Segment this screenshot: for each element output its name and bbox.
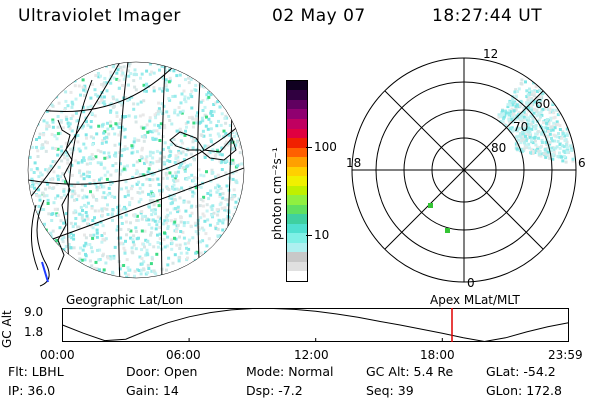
colorbar [286, 80, 308, 282]
image-panels [27, 57, 577, 287]
gain-value: 14 [162, 383, 179, 398]
mlt-12-label: 12 [483, 47, 499, 61]
dsp-field: Dsp: -7.2 [246, 383, 303, 398]
chart-ylabel: GC Alt [0, 310, 14, 348]
gc-alt-value: 5.4 Re [413, 364, 454, 379]
left-panel-label: Geographic Lat/Lon [66, 293, 184, 307]
door-value: Open [164, 364, 198, 379]
colorbar-label-10: 10 [314, 228, 330, 242]
mlat-70-label: 70 [513, 120, 529, 134]
colorbar-label-100: 100 [314, 140, 337, 154]
mode-field: Mode: Normal [246, 364, 334, 379]
colorbar-tick-10 [306, 235, 312, 236]
mode-value: Normal [288, 364, 334, 379]
chart-frame [62, 308, 569, 342]
altitude-chart [62, 308, 569, 343]
colorbar-tick-100 [306, 147, 312, 148]
geographic-grid [28, 62, 244, 278]
geographic-image [27, 61, 245, 287]
seq-value: 39 [397, 383, 414, 398]
door-field: Door: Open [126, 364, 198, 379]
mlt-18-label: 18 [346, 156, 362, 170]
gc-alt-series-line [62, 308, 569, 343]
glon-field: GLon: 172.8 [486, 383, 562, 398]
xtick-0600: 06:00 [166, 348, 201, 362]
xtick-0000: 00:00 [40, 348, 75, 362]
date-label: 02 May 07 [272, 6, 366, 26]
flt-value: LBHL [31, 364, 64, 379]
seq-field: Seq: 39 [366, 383, 414, 398]
ytick-9: 9.0 [24, 305, 44, 319]
xtick-2359: 23:59 [548, 348, 583, 362]
ytick-1-8: 1.8 [24, 325, 44, 339]
mlt-6-label: 6 [578, 156, 586, 170]
time-label: 18:27:44 UT [432, 6, 543, 26]
right-panel-label: Apex MLat/MLT [430, 293, 520, 307]
ip-field: IP: 36.0 [8, 383, 56, 398]
mlt-0-label: 0 [467, 276, 475, 290]
glat-value: -54.2 [523, 364, 556, 379]
glat-field: GLat: -54.2 [486, 364, 556, 379]
flt-field: Flt: LBHL [8, 364, 64, 379]
colorbar-unit-label: photon cm⁻²s⁻¹ [270, 147, 284, 240]
gain-field: Gain: 14 [126, 383, 179, 398]
mlat-60-label: 60 [535, 97, 551, 111]
xtick-1200: 12:00 [294, 348, 329, 362]
dsp-value: -7.2 [278, 383, 303, 398]
spacecraft-track [41, 261, 49, 283]
glon-value: 172.8 [526, 383, 562, 398]
mlat-80-label: 80 [491, 141, 507, 155]
gc-alt-field: GC Alt: 5.4 Re [366, 364, 454, 379]
polar-plot [351, 57, 577, 283]
ip-value: 36.0 [27, 383, 56, 398]
instrument-title: Ultraviolet Imager [18, 6, 181, 26]
xtick-1800: 18:00 [420, 348, 455, 362]
